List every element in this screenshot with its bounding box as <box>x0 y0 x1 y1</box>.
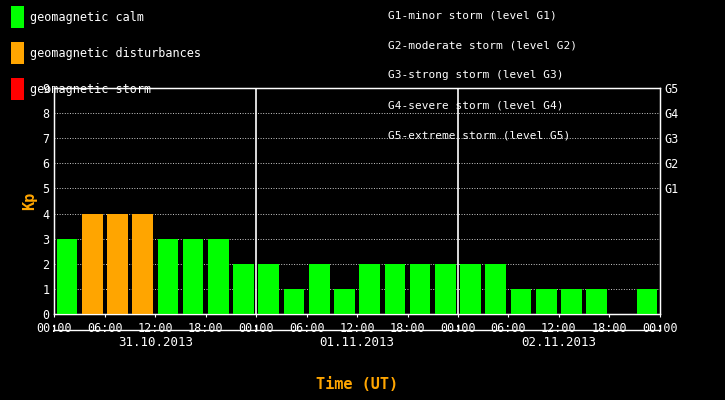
Bar <box>637 289 658 314</box>
Bar <box>410 264 431 314</box>
Bar <box>157 239 178 314</box>
Text: geomagnetic storm: geomagnetic storm <box>30 82 151 96</box>
Text: 02.11.2013: 02.11.2013 <box>521 336 597 349</box>
Text: G2-moderate storm (level G2): G2-moderate storm (level G2) <box>388 40 577 50</box>
Bar <box>360 264 380 314</box>
Bar <box>435 264 456 314</box>
Bar <box>107 214 128 314</box>
Bar <box>510 289 531 314</box>
Bar <box>486 264 506 314</box>
Text: geomagnetic disturbances: geomagnetic disturbances <box>30 46 201 60</box>
Text: Time (UT): Time (UT) <box>316 377 398 392</box>
Y-axis label: Kp: Kp <box>22 192 37 210</box>
Text: 01.11.2013: 01.11.2013 <box>320 336 394 349</box>
Bar <box>283 289 304 314</box>
Text: 31.10.2013: 31.10.2013 <box>117 336 193 349</box>
Bar <box>536 289 557 314</box>
Bar <box>208 239 228 314</box>
Text: G4-severe storm (level G4): G4-severe storm (level G4) <box>388 100 563 110</box>
Bar <box>587 289 607 314</box>
Bar <box>233 264 254 314</box>
Bar <box>183 239 204 314</box>
Bar <box>384 264 405 314</box>
Bar <box>460 264 481 314</box>
Bar <box>309 264 330 314</box>
Bar <box>561 289 581 314</box>
Bar <box>258 264 279 314</box>
Bar <box>82 214 102 314</box>
Text: G3-strong storm (level G3): G3-strong storm (level G3) <box>388 70 563 80</box>
Bar <box>57 239 78 314</box>
Text: G5-extreme storm (level G5): G5-extreme storm (level G5) <box>388 130 570 140</box>
Text: G1-minor storm (level G1): G1-minor storm (level G1) <box>388 10 557 20</box>
Bar <box>133 214 153 314</box>
Text: geomagnetic calm: geomagnetic calm <box>30 10 144 24</box>
Bar <box>334 289 355 314</box>
